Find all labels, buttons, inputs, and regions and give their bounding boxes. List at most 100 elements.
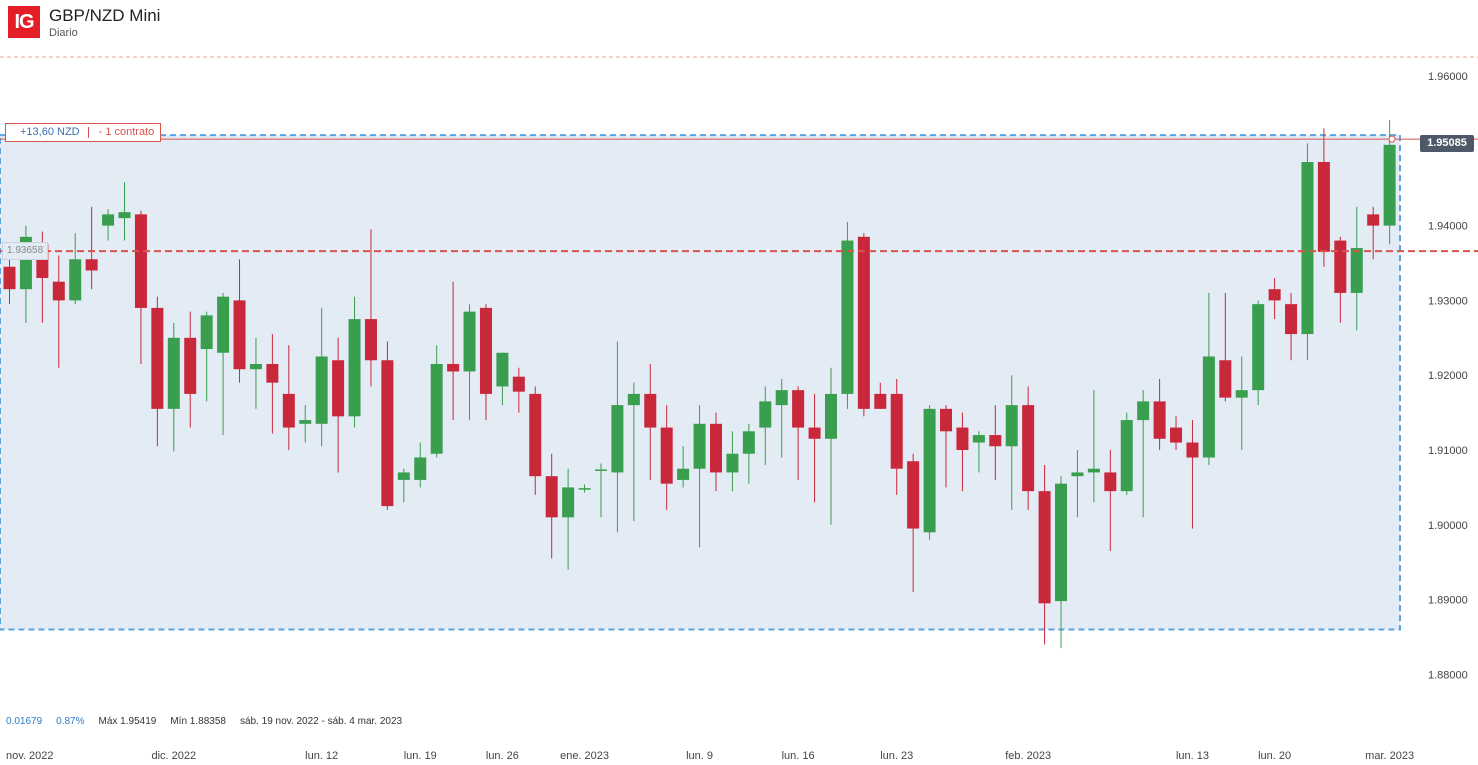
candle-body <box>134 214 147 308</box>
candle[interactable] <box>134 210 147 364</box>
x-tick-label: lun. 19 <box>404 750 437 762</box>
candle[interactable] <box>332 337 345 473</box>
candle[interactable] <box>989 405 1002 480</box>
candle[interactable] <box>3 251 16 305</box>
candle[interactable] <box>102 209 115 241</box>
candle[interactable] <box>1301 143 1314 361</box>
candle[interactable] <box>775 378 788 458</box>
candle[interactable] <box>1317 128 1330 267</box>
candle[interactable] <box>709 412 722 492</box>
candle-body <box>545 476 558 518</box>
candle-body <box>447 363 460 372</box>
candle[interactable] <box>874 382 887 409</box>
candle[interactable] <box>611 341 624 533</box>
candle[interactable] <box>907 453 920 593</box>
candle[interactable] <box>1202 292 1215 465</box>
candle-body <box>266 363 279 383</box>
candle[interactable] <box>1071 450 1084 518</box>
candle[interactable] <box>1005 375 1018 510</box>
candle[interactable] <box>315 307 328 447</box>
candle[interactable] <box>512 367 525 413</box>
candle[interactable] <box>857 233 870 417</box>
candle[interactable] <box>381 341 394 510</box>
candle[interactable] <box>627 382 640 522</box>
candle[interactable] <box>808 393 821 503</box>
candle[interactable] <box>726 431 739 492</box>
candle[interactable] <box>414 442 427 488</box>
candle[interactable] <box>282 345 295 450</box>
candle[interactable] <box>397 468 410 503</box>
candle[interactable] <box>85 206 98 290</box>
candle[interactable] <box>578 484 591 493</box>
candle-body <box>217 296 230 353</box>
candle[interactable] <box>693 405 706 548</box>
candle[interactable] <box>463 304 476 421</box>
candle[interactable] <box>1087 390 1100 503</box>
candle[interactable] <box>1350 206 1363 331</box>
candle[interactable] <box>956 412 969 492</box>
candle[interactable] <box>200 311 213 402</box>
position-info-box[interactable]: +13,60 NZD - 1 contrato <box>5 123 162 142</box>
candle[interactable] <box>890 378 903 495</box>
candle-body <box>1383 144 1396 226</box>
candle[interactable] <box>1268 277 1281 320</box>
candle[interactable] <box>742 423 755 484</box>
current-price-tag: 1.95085 <box>1420 135 1474 152</box>
candle[interactable] <box>1170 416 1183 450</box>
candle[interactable] <box>1055 476 1068 649</box>
candle[interactable] <box>841 221 854 409</box>
candle[interactable] <box>825 367 837 525</box>
candle[interactable] <box>1334 236 1347 323</box>
candle[interactable] <box>792 386 805 480</box>
candle[interactable] <box>496 352 509 406</box>
candle[interactable] <box>594 463 607 518</box>
candle[interactable] <box>184 311 197 428</box>
candle[interactable] <box>266 334 279 434</box>
candle[interactable] <box>348 296 361 428</box>
candle[interactable] <box>447 281 460 421</box>
candle-body <box>709 423 722 473</box>
candle[interactable] <box>233 259 246 383</box>
candle[interactable] <box>1022 386 1035 510</box>
y-tick-label: 1.94000 <box>1428 221 1468 233</box>
candle-body <box>52 281 65 301</box>
candle[interactable] <box>1120 412 1133 495</box>
candle[interactable] <box>677 446 690 488</box>
candle-body <box>1285 304 1298 335</box>
candle[interactable] <box>249 337 262 409</box>
candle[interactable] <box>1219 292 1232 402</box>
candle[interactable] <box>364 229 377 387</box>
candle[interactable] <box>217 292 230 436</box>
candle[interactable] <box>545 453 558 559</box>
candle[interactable] <box>1235 356 1248 451</box>
candle[interactable] <box>1038 464 1051 645</box>
candle[interactable] <box>151 296 164 447</box>
candle[interactable] <box>923 405 936 540</box>
candle[interactable] <box>1137 390 1150 518</box>
candle[interactable] <box>1285 292 1298 361</box>
candle-body <box>627 393 640 406</box>
candle[interactable] <box>1104 450 1117 551</box>
candle[interactable] <box>69 233 82 305</box>
candle[interactable] <box>1367 206 1380 260</box>
candle[interactable] <box>529 386 542 495</box>
candle[interactable] <box>52 255 65 368</box>
candle[interactable] <box>940 405 953 488</box>
candle[interactable] <box>644 363 657 480</box>
candle[interactable] <box>759 386 772 465</box>
candle[interactable] <box>562 468 575 570</box>
candle[interactable] <box>660 405 673 510</box>
candle-body <box>562 487 575 518</box>
candle[interactable] <box>1153 378 1166 450</box>
candle-body <box>299 420 312 424</box>
candle[interactable] <box>972 431 985 473</box>
candle[interactable] <box>1252 300 1265 406</box>
candle[interactable] <box>299 405 312 443</box>
candle[interactable] <box>118 182 131 241</box>
candle-body <box>907 461 920 529</box>
candle[interactable] <box>167 322 180 452</box>
candle[interactable] <box>430 345 443 458</box>
candle[interactable] <box>1186 420 1199 529</box>
candle[interactable] <box>479 304 492 421</box>
